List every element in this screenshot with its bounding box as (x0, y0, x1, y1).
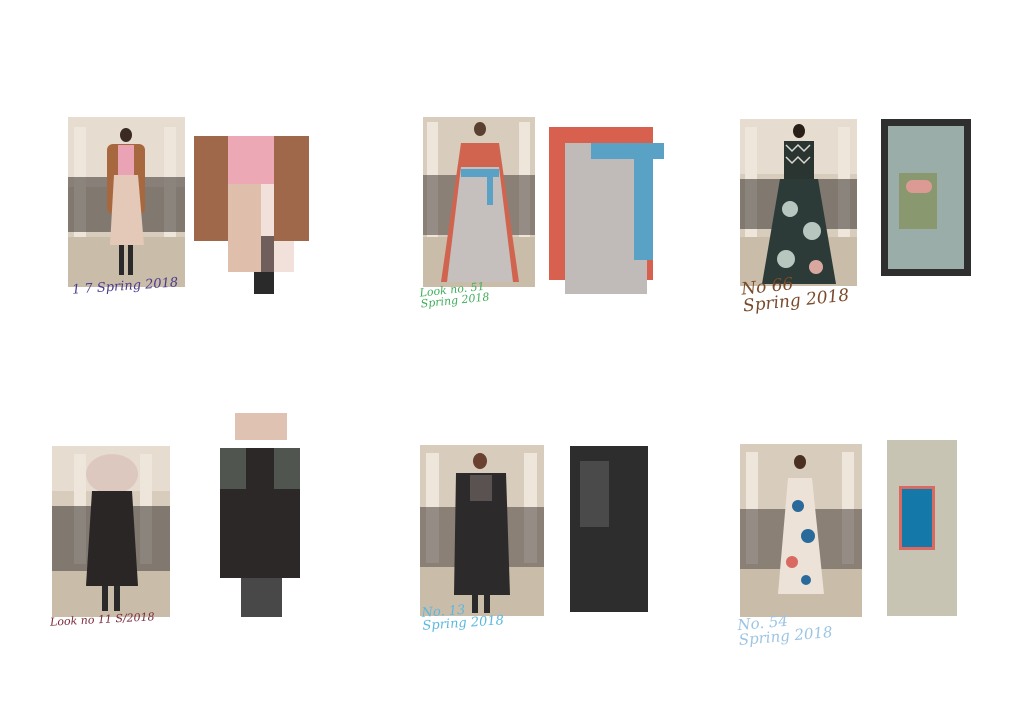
swatch-print-blue (902, 489, 932, 547)
swatch-hem-charcoal (241, 578, 282, 617)
handwritten-note: No. 13 Spring 2018 (421, 602, 505, 634)
swatch-pink-oval (906, 180, 932, 193)
runway-photo (420, 445, 544, 616)
swatch-shoulder-right (274, 448, 300, 489)
swatch-shoulder-left (220, 448, 246, 489)
runway-photo (52, 446, 170, 617)
swatch-sash-blue-tail (634, 143, 653, 260)
handwritten-note: No 66 Spring 2018 (740, 274, 851, 317)
swatch-sheer-grey (580, 461, 609, 527)
runway-photo (740, 444, 862, 617)
swatch-hat-blush (235, 413, 287, 440)
swatch-boots-black (254, 272, 274, 294)
runway-photo (423, 117, 535, 287)
swatch-sash-blue-top (591, 143, 664, 159)
handwritten-note: No. 54 Spring 2018 (736, 611, 834, 650)
handwritten-note: Look no. 51 Spring 2018 (418, 279, 491, 311)
swatch-top-pink (228, 136, 274, 184)
swatch-skirt-blush (274, 241, 294, 272)
swatch-gown-grey (565, 143, 647, 294)
swatch-shadow-mauve (261, 236, 274, 272)
runway-photo (740, 119, 857, 286)
runway-photo (68, 117, 185, 287)
